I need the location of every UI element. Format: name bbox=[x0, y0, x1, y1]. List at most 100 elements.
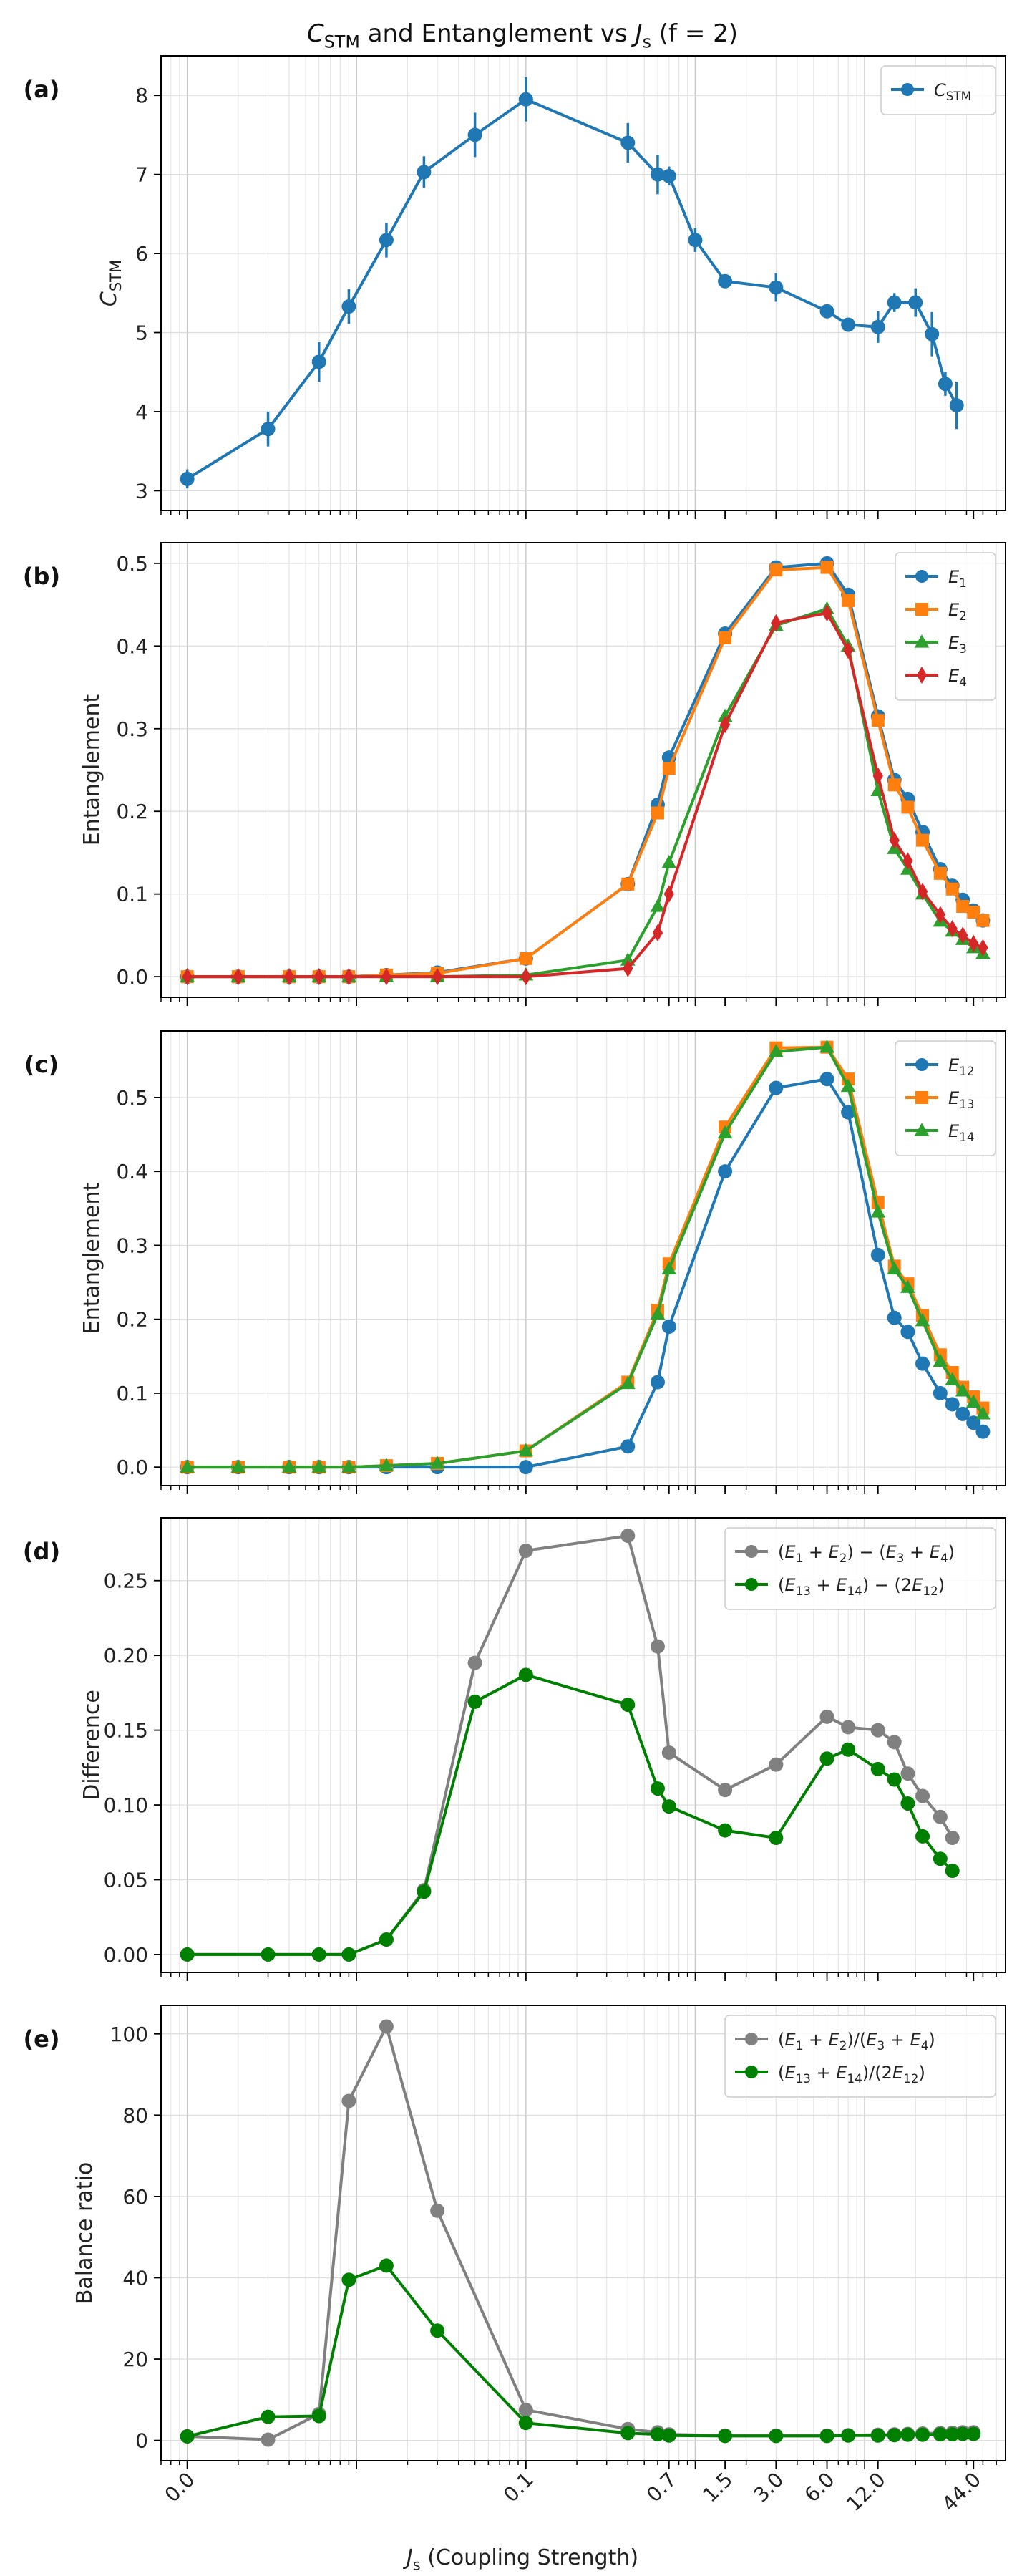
data-point bbox=[718, 2429, 733, 2444]
series-line bbox=[187, 1045, 984, 1469]
data-point bbox=[180, 1459, 195, 1473]
data-point bbox=[430, 2203, 445, 2218]
legend-label: E1 bbox=[948, 567, 967, 590]
data-point bbox=[915, 603, 928, 616]
series-line bbox=[187, 1045, 984, 1469]
data-point bbox=[661, 855, 677, 868]
y-tick-label: 0.3 bbox=[116, 717, 148, 741]
data-point bbox=[620, 1439, 636, 1454]
data-point bbox=[887, 1310, 902, 1325]
data-point bbox=[313, 967, 324, 986]
legend-label: E4 bbox=[948, 666, 967, 689]
data-point bbox=[870, 1761, 885, 1776]
data-point bbox=[467, 1655, 482, 1670]
data-point bbox=[379, 2258, 394, 2273]
data-point bbox=[719, 715, 731, 734]
data-point bbox=[819, 1751, 834, 1766]
panels: 3 4 5 6 7 8 CSTM (a) CSTM 0.0 0.1 0.2 0.3 0.4 0.5 Entan… bbox=[23, 55, 1006, 2516]
series-line bbox=[187, 2264, 974, 2438]
data-point bbox=[870, 1723, 885, 1738]
y-tick-label: 0.5 bbox=[116, 552, 148, 576]
data-point bbox=[341, 1459, 356, 1473]
data-point bbox=[283, 967, 295, 986]
data-point bbox=[341, 299, 356, 314]
axes-frame bbox=[160, 542, 1006, 998]
data-point bbox=[620, 135, 636, 150]
x-tick-label: 1.5 bbox=[698, 2468, 737, 2507]
data-point bbox=[650, 1306, 666, 1320]
data-point bbox=[870, 2428, 885, 2443]
data-point bbox=[842, 594, 855, 607]
data-point bbox=[945, 882, 959, 896]
panel-4: 0 20 40 60 80 100 Balance ratio (e) (E1 + E2)/(E… bbox=[24, 2005, 1006, 2516]
data-point bbox=[840, 1078, 856, 1093]
legend-label: E13 bbox=[948, 1088, 975, 1111]
data-point bbox=[887, 1735, 902, 1750]
data-point bbox=[955, 1406, 970, 1421]
data-point bbox=[719, 631, 732, 644]
panel-0: 3 4 5 6 7 8 CSTM (a) CSTM bbox=[24, 55, 1006, 519]
data-point bbox=[650, 167, 665, 182]
legend: E1 E2 E3 E4 bbox=[895, 552, 996, 701]
data-point bbox=[180, 2429, 195, 2444]
series-3 bbox=[182, 604, 988, 986]
data-point bbox=[938, 377, 953, 392]
data-point bbox=[661, 1320, 676, 1335]
legend-box bbox=[724, 1527, 996, 1610]
data-point bbox=[620, 1375, 636, 1390]
data-point bbox=[870, 1247, 885, 1262]
legend-entry: (E1 + E2) − (E3 + E4) bbox=[735, 1542, 955, 1565]
legend-label: (E13 + E14) − (2E12) bbox=[778, 1575, 945, 1598]
y-axis-label: Balance ratio bbox=[72, 2162, 97, 2304]
data-point bbox=[718, 273, 733, 289]
legend-label: (E13 + E14)/(2E12) bbox=[778, 2063, 925, 2086]
data-point bbox=[769, 1831, 784, 1846]
data-point bbox=[417, 1884, 432, 1899]
data-point bbox=[467, 1694, 482, 1709]
x-tick-label: 44.0 bbox=[938, 2468, 985, 2516]
data-point bbox=[769, 280, 784, 295]
data-point bbox=[968, 934, 979, 953]
data-point bbox=[841, 1105, 856, 1120]
plot-area bbox=[180, 2019, 981, 2447]
data-point bbox=[887, 2428, 902, 2443]
data-point bbox=[620, 2426, 636, 2441]
data-point bbox=[769, 1757, 784, 1772]
x-axis-label: Js (Coupling Strength) bbox=[403, 2545, 638, 2574]
y-tick-label: 0.05 bbox=[104, 1868, 148, 1892]
data-point bbox=[518, 1667, 533, 1682]
data-point bbox=[958, 926, 968, 944]
y-tick-label: 7 bbox=[135, 163, 148, 187]
y-tick-label: 100 bbox=[110, 2023, 148, 2046]
y-tick-label: 40 bbox=[122, 2266, 148, 2290]
data-point bbox=[661, 1745, 676, 1760]
data-point bbox=[915, 1829, 930, 1844]
data-point bbox=[841, 1742, 856, 1757]
data-point bbox=[935, 906, 946, 924]
axes-frame bbox=[160, 1517, 1006, 1973]
data-point bbox=[900, 1766, 915, 1781]
panel-label: (c) bbox=[24, 1051, 59, 1078]
y-tick-label: 8 bbox=[135, 84, 148, 107]
data-point bbox=[718, 1823, 733, 1838]
data-point bbox=[661, 168, 676, 183]
panel-3: 0.00 0.05 0.10 0.15 0.20 0.25 Difference (d) (E1… bbox=[23, 1517, 1006, 1981]
plot-area bbox=[180, 77, 964, 489]
data-point bbox=[771, 614, 782, 632]
data-point bbox=[955, 2426, 970, 2441]
data-point bbox=[650, 1375, 665, 1390]
x-tick-label: 0.0 bbox=[160, 2468, 200, 2507]
y-tick-label: 0.25 bbox=[104, 1569, 148, 1593]
data-point bbox=[261, 1947, 276, 1962]
legend-box bbox=[895, 552, 996, 701]
data-point bbox=[745, 2066, 758, 2078]
legend: (E1 + E2)/(E3 + E4) (E13 + E14)/(2E12) bbox=[724, 2015, 996, 2098]
data-point bbox=[311, 2408, 326, 2424]
data-point bbox=[379, 1932, 394, 1947]
data-point bbox=[432, 967, 443, 986]
data-point bbox=[379, 2019, 394, 2034]
axes-frame bbox=[160, 1030, 1006, 1486]
